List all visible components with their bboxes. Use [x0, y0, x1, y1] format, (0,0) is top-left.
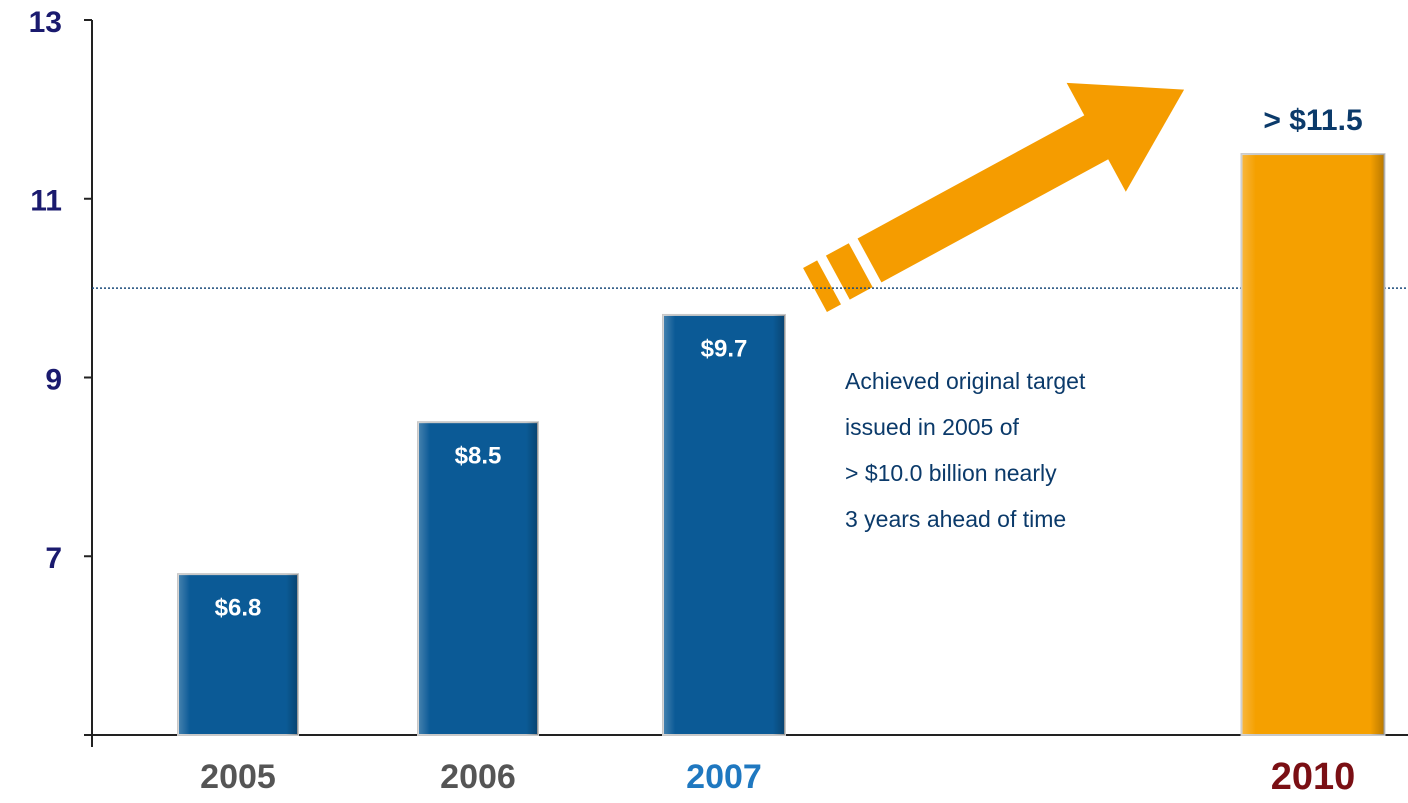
annotation: issued in 2005 of	[845, 414, 1020, 440]
bar-shade	[1241, 154, 1385, 735]
annotation: Achieved original target	[845, 368, 1086, 394]
x-tick-label: 2006	[440, 758, 516, 796]
y-tick-label: 13	[29, 6, 62, 39]
y-tick-label: 9	[45, 363, 62, 396]
x-tick-label: 2007	[686, 758, 762, 796]
growth-arrow	[803, 82, 1185, 312]
bar-shade	[663, 314, 785, 735]
x-tick-label: 2005	[200, 758, 276, 796]
value-label: $8.5	[455, 443, 502, 470]
y-tick-label: 7	[45, 542, 62, 575]
annotation: 3 years ahead of time	[845, 506, 1066, 532]
y-tick-label: 11	[30, 185, 62, 218]
annotation: > $10.0 billion nearly	[845, 460, 1057, 486]
bar-shade	[418, 422, 538, 735]
bar-shade	[178, 574, 298, 735]
x-tick-label: 2010	[1271, 756, 1356, 798]
value-label: $6.8	[215, 594, 262, 621]
value-label: > $11.5	[1263, 104, 1362, 137]
value-label: $9.7	[701, 335, 748, 362]
